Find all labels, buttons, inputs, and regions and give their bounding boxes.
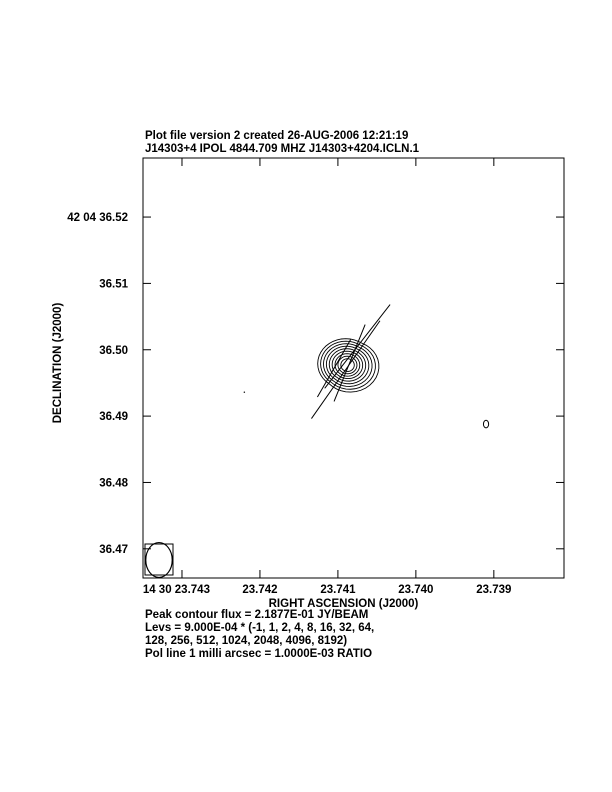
y-tick-label: 42 04 36.52 (67, 212, 128, 224)
polarization-vector (324, 304, 391, 389)
plot-header-line2: J14303+4 IPOL 4844.709 MHZ J14303+4204.I… (145, 143, 420, 155)
polarization-vector (333, 324, 366, 402)
contour-level (325, 345, 370, 385)
x-tick-label: 23.739 (476, 584, 511, 596)
y-axis-label: DECLINATION (J2000) (52, 303, 64, 424)
x-axis-label: RIGHT ASCENSION (J2000) (269, 598, 419, 610)
peak-flux-text: Peak contour flux = 2.1877E-01 JY/BEAM (145, 609, 369, 621)
x-tick-label: 23.742 (242, 584, 277, 596)
polarization-vector (316, 339, 352, 398)
beam-box (144, 543, 174, 576)
levels-text-2: 128, 256, 512, 1024, 2048, 4096, 8192) (145, 635, 348, 647)
y-tick-label: 36.48 (99, 477, 128, 489)
contour-level (331, 350, 364, 380)
noise-dot (243, 391, 246, 393)
secondary-contour (482, 419, 490, 429)
x-tick-label: 23.740 (398, 584, 433, 596)
contour-level (317, 338, 380, 393)
y-tick-label: 36.47 (99, 544, 128, 556)
pol-line-text: Pol line 1 milli arcsec = 1.0000E-03 RAT… (145, 648, 373, 660)
plot-header-line1: Plot file version 2 created 26-AUG-2006 … (145, 130, 409, 142)
x-tick-label: 14 30 23.743 (143, 584, 210, 596)
plot-frame (142, 157, 565, 579)
x-tick-label: 23.741 (320, 584, 356, 596)
restoring-beam (145, 541, 173, 579)
y-tick-label: 36.49 (99, 411, 128, 423)
y-tick-label: 36.51 (99, 278, 128, 290)
contour-level (334, 353, 361, 377)
y-tick-label: 36.50 (99, 345, 128, 357)
levels-text-1: Levs = 9.000E-04 * (-1, 1, 2, 4, 8, 16, … (145, 622, 375, 634)
polarization-vector (311, 320, 381, 419)
contour-level (328, 348, 367, 382)
